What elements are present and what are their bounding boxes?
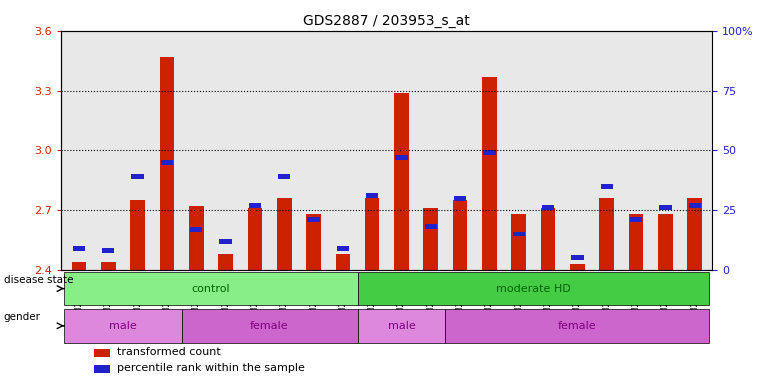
Bar — [446, 309, 709, 343]
Bar — [131, 174, 144, 179]
Bar — [130, 200, 145, 270]
Bar — [394, 93, 409, 270]
Bar — [64, 309, 182, 343]
Bar — [454, 195, 466, 200]
Bar — [601, 184, 613, 189]
Bar — [218, 254, 233, 270]
Bar — [629, 214, 643, 270]
Bar — [101, 262, 116, 270]
Bar — [277, 198, 292, 270]
Text: female: female — [558, 321, 597, 331]
Bar — [306, 214, 321, 270]
Bar — [161, 160, 173, 165]
Bar — [630, 217, 643, 222]
Bar — [453, 200, 467, 270]
Bar — [571, 255, 584, 260]
Bar — [247, 208, 262, 270]
Bar — [366, 193, 378, 198]
Bar — [307, 217, 319, 222]
Bar — [249, 203, 261, 208]
Text: male: male — [388, 321, 415, 331]
Text: transformed count: transformed count — [116, 348, 221, 358]
Bar — [358, 272, 709, 305]
Bar — [658, 214, 673, 270]
Text: percentile rank within the sample: percentile rank within the sample — [116, 363, 305, 373]
Text: male: male — [109, 321, 137, 331]
Bar — [182, 309, 358, 343]
Bar — [483, 150, 496, 155]
Bar — [660, 205, 672, 210]
Bar — [159, 56, 174, 270]
Bar — [94, 349, 110, 357]
Bar — [424, 208, 438, 270]
Bar — [365, 198, 379, 270]
Bar — [71, 262, 87, 270]
Bar — [190, 227, 202, 232]
Bar — [219, 239, 232, 244]
Bar — [424, 224, 437, 229]
Bar — [512, 214, 526, 270]
Title: GDS2887 / 203953_s_at: GDS2887 / 203953_s_at — [303, 14, 470, 28]
Bar — [189, 206, 204, 270]
Bar — [102, 248, 114, 253]
Text: disease state: disease state — [4, 275, 74, 285]
Bar — [512, 232, 525, 237]
Bar — [689, 203, 701, 208]
Bar — [482, 76, 497, 270]
Bar — [570, 264, 584, 270]
Bar — [94, 365, 110, 373]
Bar — [336, 246, 349, 251]
Text: gender: gender — [4, 312, 41, 322]
Bar — [687, 198, 702, 270]
Bar — [542, 205, 555, 210]
Bar — [73, 246, 85, 251]
Text: moderate HD: moderate HD — [496, 284, 571, 294]
Bar — [278, 174, 290, 179]
Bar — [358, 309, 446, 343]
Bar — [600, 198, 614, 270]
Text: control: control — [192, 284, 230, 294]
Text: female: female — [250, 321, 289, 331]
Bar — [336, 254, 350, 270]
Bar — [64, 272, 358, 305]
Bar — [395, 155, 408, 160]
Bar — [541, 208, 555, 270]
